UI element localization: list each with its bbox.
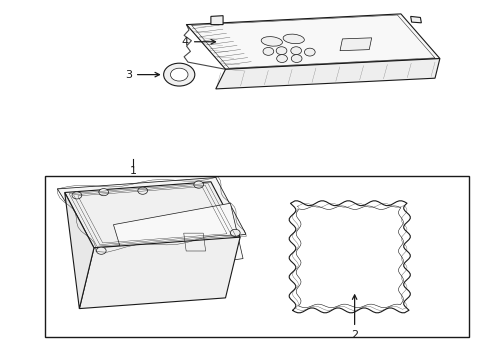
Polygon shape xyxy=(187,14,440,69)
Polygon shape xyxy=(411,17,421,23)
Circle shape xyxy=(304,48,315,56)
Bar xyxy=(45,176,469,337)
Circle shape xyxy=(99,189,109,196)
Circle shape xyxy=(291,55,302,63)
Circle shape xyxy=(263,48,274,55)
Polygon shape xyxy=(340,38,372,51)
Polygon shape xyxy=(57,177,246,251)
Circle shape xyxy=(138,187,147,194)
Polygon shape xyxy=(216,59,440,89)
Text: 1: 1 xyxy=(129,166,136,176)
Polygon shape xyxy=(65,182,240,248)
Circle shape xyxy=(164,63,195,86)
Polygon shape xyxy=(211,16,223,24)
Circle shape xyxy=(230,229,240,237)
Ellipse shape xyxy=(283,34,304,44)
Circle shape xyxy=(72,192,82,199)
Polygon shape xyxy=(114,203,243,275)
Circle shape xyxy=(171,68,188,81)
Circle shape xyxy=(276,47,287,55)
Text: 3: 3 xyxy=(125,69,159,80)
Circle shape xyxy=(194,181,203,188)
Polygon shape xyxy=(65,193,94,309)
Text: 2: 2 xyxy=(351,295,358,340)
Ellipse shape xyxy=(261,37,282,46)
Polygon shape xyxy=(79,237,240,309)
Text: 4: 4 xyxy=(182,37,216,47)
Circle shape xyxy=(291,47,301,55)
Circle shape xyxy=(277,55,288,63)
Circle shape xyxy=(97,247,106,254)
